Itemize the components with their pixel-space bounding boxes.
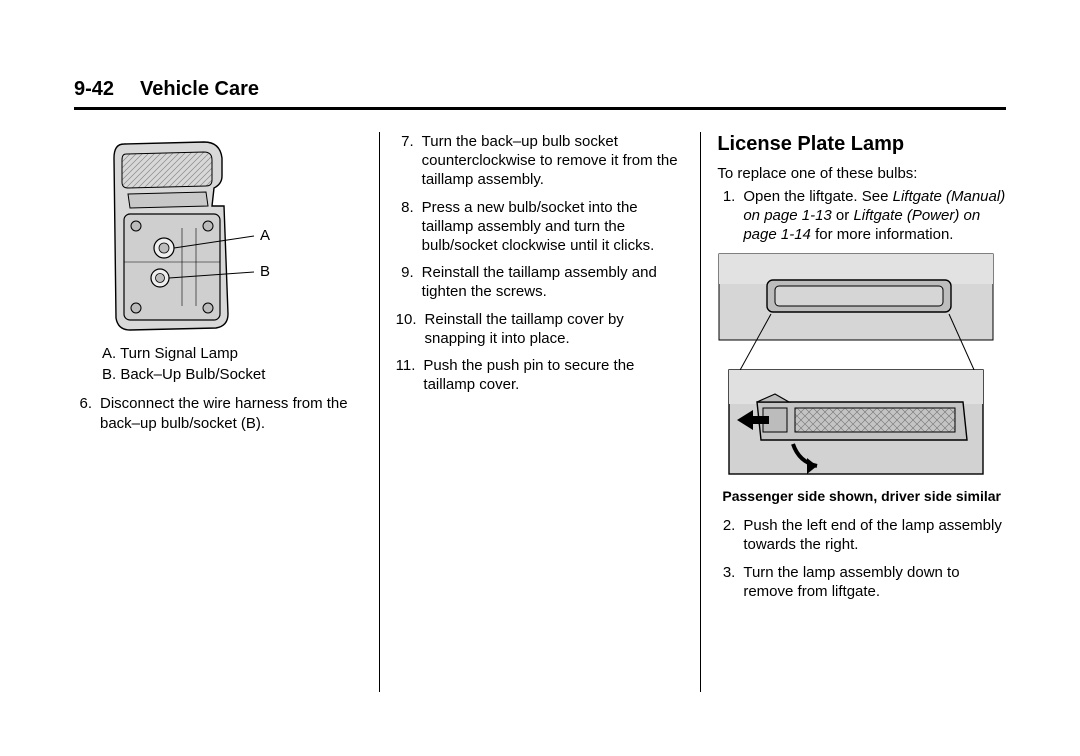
step-1: 1. Open the liftgate. See Liftgate (Manu… xyxy=(717,187,1006,245)
legend-a: A. Turn Signal Lamp xyxy=(102,344,363,363)
step1-mid: or xyxy=(832,207,854,224)
label-a-svg: A xyxy=(260,227,270,244)
steps-col2: 7. Turn the back–up bulb socket counterc… xyxy=(396,132,685,394)
intro-text: To replace one of these bulbs: xyxy=(717,164,1006,183)
step-6: 6. Disconnect the wire harness from the … xyxy=(74,394,363,432)
step-num: 10. xyxy=(396,310,425,348)
label-b-svg: B xyxy=(260,263,270,280)
taillamp-illustration: A B xyxy=(94,136,304,336)
step-num: 3. xyxy=(717,563,743,601)
step-9: 9. Reinstall the taillamp assembly and t… xyxy=(396,263,685,301)
step-text: Push the push pin to secure the taillamp… xyxy=(423,356,684,394)
step-text: Push the left end of the lamp assembly t… xyxy=(743,516,1006,554)
step-7: 7. Turn the back–up bulb socket counterc… xyxy=(396,132,685,190)
steps-col3a: 1. Open the liftgate. See Liftgate (Manu… xyxy=(717,187,1006,245)
step-text: Open the liftgate. See Liftgate (Manual)… xyxy=(743,187,1006,245)
step-text: Disconnect the wire harness from the bac… xyxy=(100,394,363,432)
column-2: 7. Turn the back–up bulb socket counterc… xyxy=(380,132,701,692)
figure-caption: Passenger side shown, driver side simila… xyxy=(717,488,1006,506)
step-num: 1. xyxy=(717,187,743,245)
step-text: Press a new bulb/socket into the taillam… xyxy=(422,198,685,256)
step-11: 11. Push the push pin to secure the tail… xyxy=(396,356,685,394)
figure-legend: A. Turn Signal Lamp B. Back–Up Bulb/Sock… xyxy=(102,344,363,384)
step-text: Turn the lamp assembly down to remove fr… xyxy=(743,563,1006,601)
page-header: 9-42 Vehicle Care xyxy=(74,78,1006,110)
column-3: License Plate Lamp To replace one of the… xyxy=(701,132,1006,692)
step-text: Turn the back–up bulb socket countercloc… xyxy=(422,132,685,190)
step-num: 6. xyxy=(74,394,100,432)
column-1: A B A. Turn Signal Lamp B. Back–Up Bulb/… xyxy=(74,132,379,692)
step-2: 2. Push the left end of the lamp assembl… xyxy=(717,516,1006,554)
step-num: 2. xyxy=(717,516,743,554)
license-plate-lamp-heading: License Plate Lamp xyxy=(717,132,1006,158)
license-lamp-illustration xyxy=(717,252,995,482)
column-container: A B A. Turn Signal Lamp B. Back–Up Bulb/… xyxy=(74,132,1006,692)
step1-pre: Open the liftgate. See xyxy=(743,188,892,205)
step-3: 3. Turn the lamp assembly down to remove… xyxy=(717,563,1006,601)
step-text: Reinstall the taillamp cover by snapping… xyxy=(425,310,685,348)
steps-col3b: 2. Push the left end of the lamp assembl… xyxy=(717,516,1006,601)
manual-page: 9-42 Vehicle Care xyxy=(0,0,1080,756)
step-num: 8. xyxy=(396,198,422,256)
step-num: 9. xyxy=(396,263,422,301)
step-num: 11. xyxy=(396,356,424,394)
page-number: 9-42 xyxy=(74,78,114,101)
step-10: 10. Reinstall the taillamp cover by snap… xyxy=(396,310,685,348)
step-8: 8. Press a new bulb/socket into the tail… xyxy=(396,198,685,256)
step-text: Reinstall the taillamp assembly and tigh… xyxy=(422,263,685,301)
chapter-title: Vehicle Care xyxy=(140,78,259,101)
steps-col1: 6. Disconnect the wire harness from the … xyxy=(74,394,363,432)
step-num: 7. xyxy=(396,132,422,190)
legend-b: B. Back–Up Bulb/Socket xyxy=(102,365,363,384)
step1-post: for more information. xyxy=(811,226,954,243)
